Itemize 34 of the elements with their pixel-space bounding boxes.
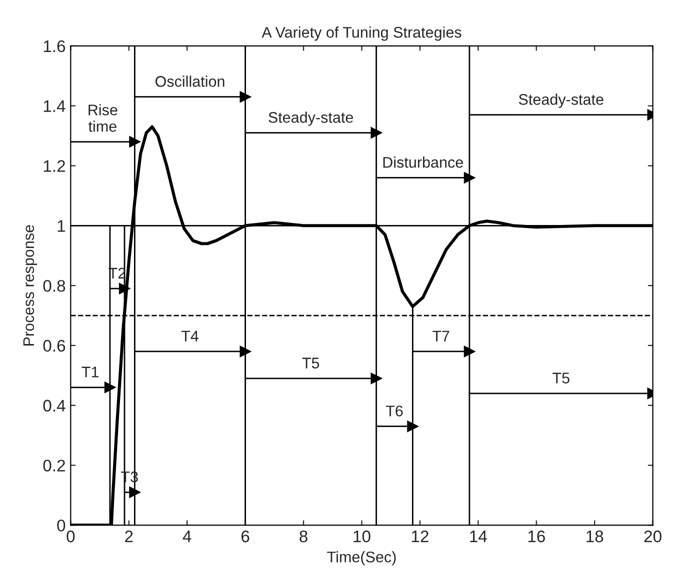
- x-tick-label: 14: [470, 530, 487, 542]
- annotation: T1: [82, 366, 98, 378]
- y-tick-label: 1.6: [44, 40, 66, 52]
- x-tick-label: 10: [354, 530, 370, 542]
- y-tick-label: 0.8: [43, 280, 66, 292]
- y-tick-label: 1.2: [44, 160, 65, 172]
- y-tick-label: 1.4: [44, 100, 66, 112]
- x-tick-label: 18: [586, 530, 604, 542]
- annotation: Disturbance: [383, 156, 463, 168]
- x-tick-label: 6: [242, 530, 250, 542]
- annotation: Oscillation: [155, 76, 224, 87]
- x-tick-label: 0: [66, 530, 75, 542]
- y-tick-label: 0: [57, 520, 66, 532]
- x-tick-label: 16: [528, 530, 545, 542]
- annotation: T4: [181, 330, 198, 342]
- y-axis-title: Process response: [23, 225, 38, 346]
- x-tick-label: 8: [300, 530, 308, 542]
- annotation: Steady-state: [518, 94, 604, 108]
- annotation: T6: [386, 406, 403, 416]
- x-tick-label: 20: [644, 530, 662, 542]
- x-axis-title: Time(Sec): [327, 551, 396, 566]
- x-tick-label: 12: [412, 530, 428, 542]
- annotation: T5: [302, 358, 320, 368]
- x-tick-label: 2: [125, 530, 133, 542]
- y-tick-label: 0.4: [43, 400, 66, 412]
- annotation: T5: [552, 372, 570, 384]
- annotation: Rise time: [88, 104, 118, 132]
- y-tick-label: 0.6: [43, 340, 66, 352]
- annotation: T7: [432, 330, 450, 342]
- y-tick-label: 1: [58, 220, 65, 232]
- y-tick-label: 0.2: [43, 460, 65, 472]
- annotation: Steady-state: [268, 112, 354, 126]
- chart-title: A Variety of Tuning Strategies: [262, 26, 462, 41]
- x-tick-label: 4: [182, 530, 192, 542]
